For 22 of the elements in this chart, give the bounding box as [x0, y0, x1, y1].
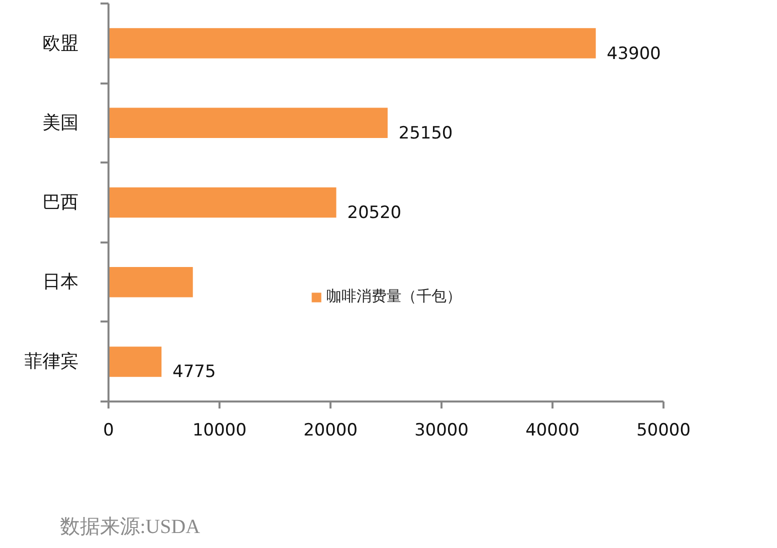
x-tick-label: 20000 [303, 420, 358, 440]
data-label: 20520 [347, 203, 402, 223]
bar [108, 108, 388, 138]
bar [108, 187, 336, 218]
data-label: 4775 [172, 362, 216, 382]
data-label: 43900 [606, 44, 661, 64]
bar [108, 266, 193, 298]
y-tick-label: 美国 [42, 112, 78, 134]
source-note: 数据来源:USDA [60, 515, 200, 540]
x-tick-label: 0 [103, 420, 114, 440]
x-tick-label: 30000 [414, 420, 469, 440]
x-tick-label: 40000 [525, 420, 580, 440]
legend-label: 咖啡消费量（千包） [326, 287, 462, 306]
y-tick-label: 巴西 [42, 192, 78, 213]
y-tick-label: 日本 [42, 272, 78, 293]
y-tick-label: 欧盟 [42, 32, 78, 54]
x-tick-label: 50000 [636, 420, 691, 440]
x-tick-label: 10000 [192, 420, 247, 440]
y-tick-label: 菲律宾 [24, 351, 78, 372]
data-label: 25150 [398, 123, 453, 144]
bar [108, 346, 162, 377]
bar [108, 28, 596, 58]
